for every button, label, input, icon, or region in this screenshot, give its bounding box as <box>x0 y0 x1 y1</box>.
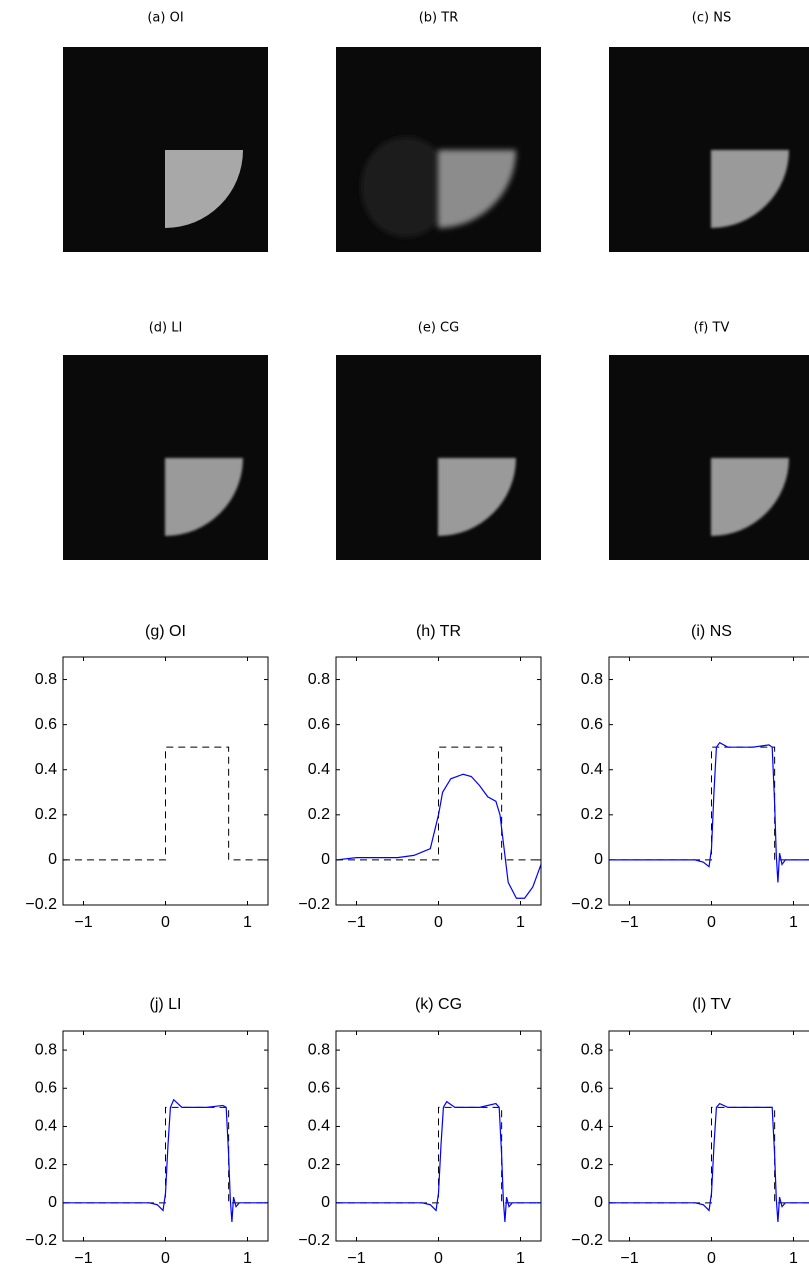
y-tick-label: 0.6 <box>581 1079 603 1096</box>
y-tick-label: 0.4 <box>581 1118 603 1135</box>
y-tick-label: 0.8 <box>35 1041 57 1058</box>
y-tick-label: 0.2 <box>35 1156 57 1173</box>
y-tick-label: 0.4 <box>581 761 603 778</box>
image-panel <box>609 47 809 252</box>
figure: (a) OI (b) TR (c) NS (d) LI (e) CG (f) TV (g) … <box>0 0 809 1279</box>
chart: (g) OI −0.2 0 0.2 0.4 0.6 0.8 −1 0 1 <box>25 623 268 931</box>
y-tick-label: −0.2 <box>571 1232 603 1249</box>
image-title: (d) LI <box>149 321 183 336</box>
chart-title: (l) TV <box>692 996 731 1013</box>
image-panel <box>63 47 268 252</box>
x-tick-label: 1 <box>243 914 252 931</box>
x-tick-label: −1 <box>620 1250 638 1267</box>
x-tick-label: 1 <box>789 914 798 931</box>
y-tick-label: 0 <box>321 1194 330 1211</box>
x-tick-label: 0 <box>707 1250 716 1267</box>
image-background <box>609 355 809 560</box>
chart: (l) TV −0.2 0 0.2 0.4 0.6 0.8 −1 0 1 <box>571 996 809 1267</box>
y-tick-label: 0.2 <box>581 806 603 823</box>
y-tick-label: −0.2 <box>25 1232 57 1249</box>
x-tick-label: −1 <box>347 1250 365 1267</box>
image-title: (c) NS <box>692 11 731 26</box>
x-tick-label: 0 <box>707 914 716 931</box>
y-tick-label: 0.6 <box>308 716 330 733</box>
chart-title: (k) CG <box>415 996 462 1013</box>
y-tick-label: 0.2 <box>308 1156 330 1173</box>
image-title: (b) TR <box>419 11 459 26</box>
y-tick-label: 0.8 <box>581 1041 603 1058</box>
y-tick-label: 0 <box>594 851 603 868</box>
y-tick-label: 0.2 <box>581 1156 603 1173</box>
y-tick-label: 0 <box>321 851 330 868</box>
y-tick-label: 0.6 <box>35 1079 57 1096</box>
x-tick-label: 1 <box>789 1250 798 1267</box>
image-title: (a) OI <box>147 11 183 26</box>
chart: (j) LI −0.2 0 0.2 0.4 0.6 0.8 −1 0 1 <box>25 996 268 1267</box>
y-tick-label: 0.4 <box>308 1118 330 1135</box>
x-tick-label: −1 <box>74 1250 92 1267</box>
y-tick-label: 0 <box>594 1194 603 1211</box>
page: (a) OI (b) TR (c) NS (d) LI (e) CG (f) TV (g) … <box>0 0 809 1279</box>
x-tick-label: 1 <box>243 1250 252 1267</box>
chart: (i) NS −0.2 0 0.2 0.4 0.6 0.8 −1 0 1 <box>571 623 809 931</box>
y-tick-label: −0.2 <box>298 1232 330 1249</box>
y-tick-label: 0.6 <box>308 1079 330 1096</box>
image-artifact <box>361 137 451 237</box>
image-panel <box>336 47 541 252</box>
chart: (k) CG −0.2 0 0.2 0.4 0.6 0.8 −1 0 1 <box>298 996 541 1267</box>
y-tick-label: 0 <box>48 1194 57 1211</box>
y-tick-label: 0.4 <box>35 1118 57 1135</box>
y-tick-label: 0.6 <box>581 716 603 733</box>
chart-title: (h) TR <box>416 623 461 640</box>
y-tick-label: −0.2 <box>571 896 603 913</box>
x-tick-label: 0 <box>161 914 170 931</box>
chart-title: (j) LI <box>150 996 182 1013</box>
y-tick-label: −0.2 <box>298 896 330 913</box>
y-tick-label: 0.8 <box>35 671 57 688</box>
chart-title: (i) NS <box>691 623 732 640</box>
y-tick-label: 0.2 <box>308 806 330 823</box>
image-background <box>609 47 809 252</box>
y-tick-label: 0.6 <box>35 716 57 733</box>
y-tick-label: −0.2 <box>25 896 57 913</box>
chart-title: (g) OI <box>145 623 186 640</box>
chart: (h) TR −0.2 0 0.2 0.4 0.6 0.8 −1 0 1 <box>298 623 541 931</box>
image-panel <box>609 355 809 560</box>
image-panel <box>63 355 268 560</box>
y-tick-label: 0 <box>48 851 57 868</box>
y-tick-label: 0.8 <box>308 671 330 688</box>
y-tick-label: 0.4 <box>308 761 330 778</box>
y-tick-label: 0.2 <box>35 806 57 823</box>
x-tick-label: −1 <box>620 914 638 931</box>
x-tick-label: 1 <box>516 1250 525 1267</box>
image-title: (e) CG <box>418 321 459 336</box>
image-title: (f) TV <box>694 321 730 336</box>
x-tick-label: 0 <box>161 1250 170 1267</box>
x-tick-label: −1 <box>347 914 365 931</box>
x-tick-label: 0 <box>434 914 443 931</box>
x-tick-label: 0 <box>434 1250 443 1267</box>
x-tick-label: −1 <box>74 914 92 931</box>
y-tick-label: 0.8 <box>308 1041 330 1058</box>
x-tick-label: 1 <box>516 914 525 931</box>
y-tick-label: 0.4 <box>35 761 57 778</box>
image-panel <box>336 355 541 560</box>
y-tick-label: 0.8 <box>581 671 603 688</box>
